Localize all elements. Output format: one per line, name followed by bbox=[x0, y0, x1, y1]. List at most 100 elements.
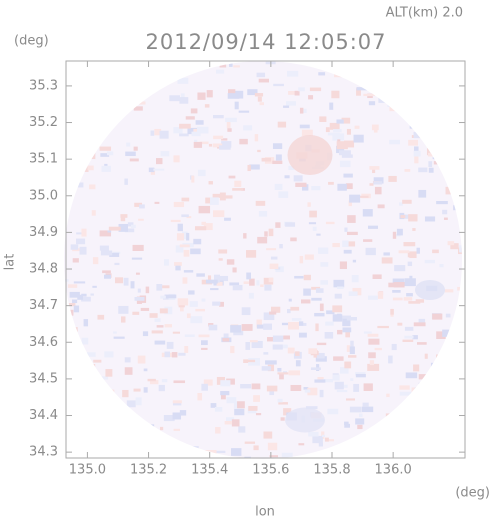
texture-cell bbox=[351, 275, 359, 283]
texture-cell bbox=[382, 437, 393, 441]
texture-cell bbox=[226, 397, 237, 404]
texture-cell bbox=[311, 297, 322, 301]
texture-cell bbox=[92, 257, 99, 265]
texture-cell bbox=[299, 124, 310, 129]
texture-cell bbox=[333, 356, 344, 361]
texture-cell bbox=[342, 384, 348, 388]
texture-cell bbox=[343, 173, 353, 178]
texture-cell bbox=[377, 325, 389, 329]
texture-cell bbox=[465, 235, 472, 243]
texture-cell bbox=[124, 178, 128, 185]
texture-cell bbox=[212, 193, 224, 198]
texture-cell bbox=[327, 132, 340, 136]
texture-cell bbox=[319, 389, 324, 398]
texture-cell bbox=[221, 141, 232, 148]
texture-cell bbox=[153, 168, 165, 171]
texture-cell bbox=[134, 296, 145, 301]
texture-cell bbox=[177, 298, 189, 306]
texture-cell bbox=[272, 344, 283, 350]
texture-cell bbox=[111, 120, 115, 126]
texture-cell bbox=[303, 274, 311, 281]
texture-cell bbox=[349, 346, 355, 355]
texture-cell bbox=[123, 420, 128, 426]
texture-cell bbox=[327, 408, 339, 415]
texture-cell bbox=[428, 397, 435, 402]
texture-cell bbox=[400, 215, 406, 219]
texture-cell bbox=[433, 161, 444, 165]
texture-cell bbox=[254, 134, 259, 142]
texture-cell bbox=[191, 175, 195, 183]
texture-cell bbox=[204, 450, 217, 457]
texture-cell bbox=[208, 324, 218, 331]
texture-cell bbox=[79, 393, 91, 400]
y-tick-label: 34.3 bbox=[29, 445, 58, 460]
texture-cell bbox=[243, 125, 253, 131]
texture-cell bbox=[308, 222, 317, 225]
texture-cell bbox=[436, 138, 446, 142]
x-tick-label: 135.2 bbox=[130, 463, 167, 478]
texture-cell bbox=[81, 61, 92, 66]
texture-cell bbox=[397, 428, 409, 435]
texture-cell bbox=[147, 378, 156, 382]
texture-cell bbox=[411, 421, 421, 428]
texture-cell bbox=[109, 252, 120, 257]
y-tick-label: 34.7 bbox=[29, 298, 58, 313]
texture-cell bbox=[172, 331, 181, 334]
texture-cell bbox=[175, 265, 181, 271]
texture-cell bbox=[332, 243, 340, 248]
texture-cell bbox=[367, 333, 379, 337]
texture-cell bbox=[249, 164, 260, 170]
texture-cell bbox=[413, 146, 419, 155]
texture-cell bbox=[428, 91, 437, 98]
texture-cell bbox=[353, 383, 360, 392]
texture-cell bbox=[263, 312, 275, 321]
texture-cell bbox=[341, 154, 353, 158]
texture-cell bbox=[106, 109, 119, 112]
texture-cell bbox=[350, 378, 354, 381]
texture-cell bbox=[436, 200, 448, 205]
texture-cell bbox=[326, 439, 334, 442]
texture-cell bbox=[325, 127, 330, 133]
texture-cell bbox=[177, 223, 183, 232]
texture-cell bbox=[277, 398, 283, 403]
texture-cell bbox=[453, 205, 458, 211]
texture-cell bbox=[154, 128, 162, 136]
texture-cell bbox=[333, 129, 342, 133]
texture-cell bbox=[85, 151, 96, 160]
texture-cell bbox=[256, 319, 262, 328]
texture-cell bbox=[454, 68, 462, 73]
texture-cell bbox=[288, 90, 299, 95]
texture-cell bbox=[437, 416, 449, 424]
texture-cell bbox=[145, 286, 150, 294]
texture-cell bbox=[154, 201, 160, 204]
texture-cell bbox=[249, 278, 255, 286]
texture-cell bbox=[156, 325, 164, 328]
texture-cell bbox=[347, 215, 356, 223]
texture-cell bbox=[212, 301, 221, 306]
texture-cell bbox=[137, 288, 141, 293]
texture-cell bbox=[160, 426, 164, 431]
texture-cell bbox=[461, 342, 462, 346]
texture-cell bbox=[263, 277, 274, 285]
texture-cell bbox=[248, 292, 254, 299]
texture-cell bbox=[185, 116, 195, 120]
texture-cell bbox=[469, 148, 477, 154]
texture-cell bbox=[341, 117, 351, 124]
texture-cell bbox=[154, 340, 166, 345]
texture-cell bbox=[179, 133, 189, 137]
texture-cell bbox=[339, 261, 348, 270]
texture-cell bbox=[162, 453, 172, 458]
texture-cell bbox=[234, 180, 242, 187]
texture-cell bbox=[259, 102, 264, 106]
texture-cell bbox=[353, 134, 364, 143]
texture-cell bbox=[316, 342, 327, 346]
texture-cell bbox=[390, 425, 396, 430]
texture-cell bbox=[363, 437, 369, 446]
texture-cell bbox=[413, 93, 418, 96]
texture-cell bbox=[161, 379, 168, 383]
texture-cell bbox=[269, 455, 278, 458]
texture-cell bbox=[365, 247, 376, 256]
texture-cell bbox=[432, 313, 443, 320]
x-tick-label: 136.0 bbox=[375, 463, 412, 478]
texture-cell bbox=[404, 92, 411, 99]
